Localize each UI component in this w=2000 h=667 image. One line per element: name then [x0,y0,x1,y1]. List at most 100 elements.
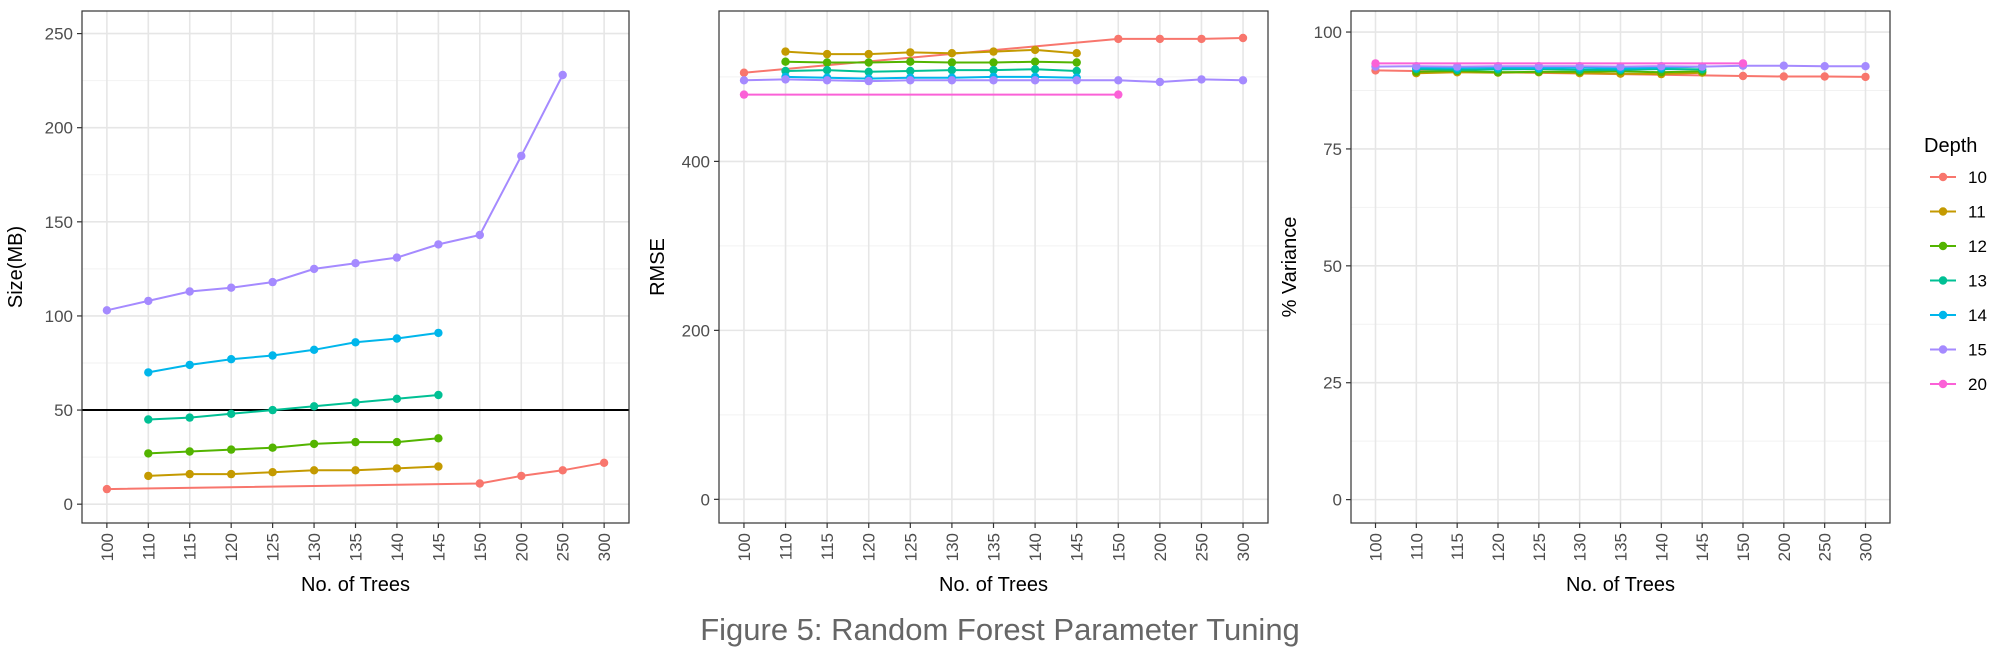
x-tick-label: 300 [1234,533,1253,561]
data-point [989,47,998,56]
legend-label: 13 [1968,272,1987,291]
series-15 [1371,61,1870,71]
legend-label: 14 [1968,306,1987,325]
data-point [309,439,319,449]
x-tick-label: 145 [1068,533,1087,561]
data-point [144,471,153,481]
data-point [434,390,443,400]
data-point [434,434,443,443]
x-tick-label: 120 [1489,533,1508,561]
series-line [148,437,439,455]
data-point [434,328,443,338]
x-tick-label: 110 [139,533,158,560]
legend-item-13: 13 [1930,272,1987,291]
data-point [434,240,443,249]
data-point [268,351,277,360]
data-point [739,76,749,85]
legend-key-point [1938,310,1948,320]
data-point [268,277,277,287]
x-tick-label: 110 [777,533,796,560]
data-point [1779,72,1789,81]
data-point [1114,76,1123,85]
x-tick-label: 130 [305,533,324,561]
data-point [434,462,443,471]
data-point [864,49,873,59]
x-tick-label: 140 [1652,533,1671,561]
y-tick-label: 100 [45,307,73,326]
x-tick-label: 135 [1612,533,1631,561]
x-tick-label: 300 [1857,533,1876,561]
y-tick-label: 50 [54,401,73,420]
data-point [906,76,915,85]
data-point [947,65,957,75]
data-point [1072,58,1081,67]
series-11 [144,462,443,481]
data-point [185,469,194,479]
series-line [1416,67,1703,71]
series-10 [102,458,609,494]
data-point [227,283,236,292]
data-point [1820,61,1829,71]
data-point [739,68,749,77]
x-tick-label: 135 [985,533,1004,561]
data-point [781,47,790,56]
data-point [822,58,832,67]
y-tick-label: 0 [64,495,73,514]
data-point [227,445,236,454]
y-tick-label: 150 [45,213,73,232]
data-point [822,49,832,59]
x-tick-label: 110 [1407,533,1426,560]
legend-item-10: 10 [1930,168,1987,187]
data-point [558,466,567,475]
data-point [144,449,153,458]
data-point [947,49,957,58]
legend-key-point [1938,276,1948,285]
series-line [106,74,564,312]
data-point [185,287,194,296]
data-point [1820,72,1829,81]
data-point [1861,61,1870,71]
data-point [102,306,112,315]
x-tick-label: 300 [595,533,614,561]
x-tick-label: 150 [1109,533,1128,561]
x-tick-label: 145 [1693,533,1712,561]
legend-title: Depth [1924,135,1977,157]
data-point [268,468,277,477]
y-tick-label: 75 [1323,140,1342,159]
data-point [906,57,915,66]
data-point [864,58,873,67]
data-point [1698,62,1707,71]
data-point [309,402,319,411]
data-point [309,345,319,354]
series-line [1416,69,1703,74]
data-point [268,443,277,452]
legend-item-14: 14 [1930,306,1987,325]
data-point [781,75,790,84]
data-point [1114,34,1123,44]
data-point [558,70,567,80]
data-point [906,48,915,57]
x-tick-label: 115 [818,533,837,560]
x-tick-label: 200 [512,533,531,561]
data-point [1197,34,1206,44]
x-tick-label: 125 [264,533,283,561]
data-point [781,57,790,66]
data-point [144,296,153,306]
data-point [1861,72,1870,82]
data-point [1030,65,1040,74]
x-tick-label: 100 [735,533,754,561]
data-point [1072,49,1081,58]
x-tick-label: 250 [1192,533,1211,561]
x-tick-label: 125 [901,533,920,561]
data-point [1738,59,1748,68]
x-tick-label: 125 [1530,533,1549,561]
data-point [144,368,153,377]
y-tick-label: 0 [1333,491,1342,510]
data-point [1371,59,1380,68]
data-point [144,415,153,424]
data-point [739,90,749,99]
y-tick-label: 100 [1314,23,1342,42]
legend-label: 20 [1968,375,1987,394]
data-point [906,66,915,76]
data-point [185,413,194,422]
